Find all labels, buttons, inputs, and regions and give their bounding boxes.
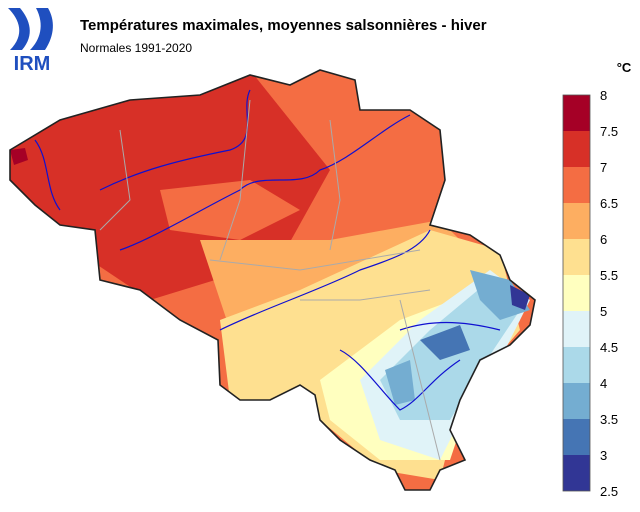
legend-tick-label: 4.5 <box>600 340 618 355</box>
subtitle: Normales 1991-2020 <box>80 41 192 55</box>
legend-tick-label: 6 <box>600 232 607 247</box>
country-outline <box>9 69 536 491</box>
legend-tick-label: 7 <box>600 160 607 175</box>
legend-bin <box>563 275 590 311</box>
legend-tick-label: 5.5 <box>600 268 618 283</box>
legend-bin <box>563 203 590 239</box>
logo-text: IRM <box>14 53 51 75</box>
legend-bin <box>563 167 590 203</box>
legend-bin <box>563 419 590 455</box>
legend-bin <box>563 131 590 167</box>
legend-unit: °C <box>617 60 632 75</box>
legend-tick-label: 5 <box>600 304 607 319</box>
legend-tick-label: 8 <box>600 88 607 103</box>
legend-bin <box>563 455 590 491</box>
legend: 2.5 3 3.5 4 4.5 5 5.5 6 6.5 7 7.5 8 <box>562 88 618 499</box>
legend-bin <box>563 95 590 131</box>
legend-bin <box>563 347 590 383</box>
legend-tick-label: 7.5 <box>600 124 618 139</box>
legend-bin <box>563 383 590 419</box>
legend-bin <box>563 311 590 347</box>
legend-frame <box>562 94 591 492</box>
logo: IRM <box>8 8 53 75</box>
map <box>10 70 535 490</box>
title: Températures maximales, moyennes salsonn… <box>80 17 487 34</box>
legend-tick-label: 3 <box>600 448 607 463</box>
legend-bin <box>563 239 590 275</box>
rivers <box>34 89 501 411</box>
borders <box>99 99 441 461</box>
legend-tick-label: 2.5 <box>600 484 618 499</box>
legend-tick-label: 4 <box>600 376 607 391</box>
legend-tick-label: 3.5 <box>600 412 618 427</box>
legend-tick-label: 6.5 <box>600 196 618 211</box>
